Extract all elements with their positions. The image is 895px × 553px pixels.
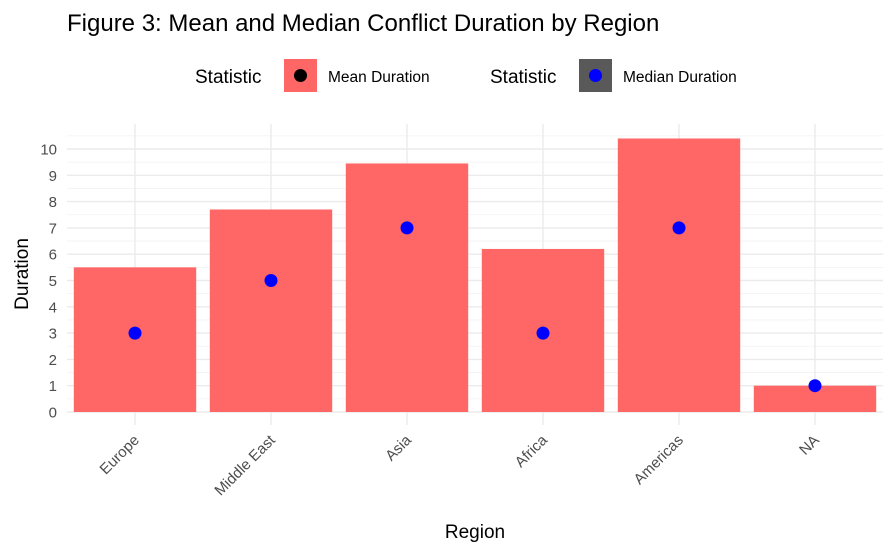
legend-label: Mean Duration [328, 69, 430, 86]
point-median-africa [536, 326, 550, 340]
grid [67, 124, 883, 425]
x-axis-title: Region [445, 522, 505, 543]
y-tick-label: 9 [49, 168, 57, 185]
y-tick-label: 4 [49, 299, 57, 316]
legend-title: Statistic [195, 67, 262, 88]
y-tick-label: 7 [49, 220, 57, 237]
points [128, 221, 822, 393]
legend-label: Median Duration [623, 69, 737, 86]
bar-mean-middle-east [209, 209, 333, 412]
x-tick-label: Europe [97, 432, 143, 478]
point-median-na [808, 379, 822, 393]
legend-key-dot [294, 69, 307, 82]
legend-group: Statistic Median Duration [490, 59, 737, 92]
y-tick-label: 8 [49, 194, 57, 211]
y-tick-label: 1 [49, 378, 57, 395]
y-axis-title: Duration [12, 238, 33, 310]
bar-mean-americas [617, 138, 741, 413]
point-median-middle-east [264, 274, 278, 287]
y-tick-label: 10 [40, 142, 57, 159]
x-tick-label: Asia [382, 431, 415, 464]
legend-key-dot [589, 69, 602, 82]
legend-title: Statistic [490, 67, 557, 88]
y-tick-label: 3 [49, 326, 57, 343]
x-tick-label: NA [796, 432, 823, 459]
bar-mean-asia [345, 163, 469, 412]
point-median-asia [400, 221, 414, 235]
bar-mean-europe [73, 267, 197, 412]
y-tick-label: 5 [49, 273, 57, 290]
x-tick-label: Middle East [211, 431, 279, 499]
y-tick-label: 6 [49, 247, 57, 264]
chart-title: Figure 3: Mean and Median Conflict Durat… [67, 10, 659, 37]
y-axis-ticks: 0 1 2 3 4 5 6 7 8 9 10 [40, 142, 57, 422]
point-median-europe [128, 326, 142, 340]
bars [73, 138, 877, 413]
y-tick-label: 0 [49, 405, 57, 422]
legend-group: Statistic Mean Duration [195, 59, 430, 92]
x-tick-label: Americas [631, 432, 687, 488]
y-tick-label: 2 [49, 352, 57, 369]
point-median-americas [672, 221, 686, 235]
legend: Statistic Mean Duration Statistic Median Du… [195, 59, 737, 92]
x-tick-label: Africa [512, 431, 552, 471]
x-axis-ticks: Europe Middle East Asia Africa Americas NA [97, 431, 823, 499]
